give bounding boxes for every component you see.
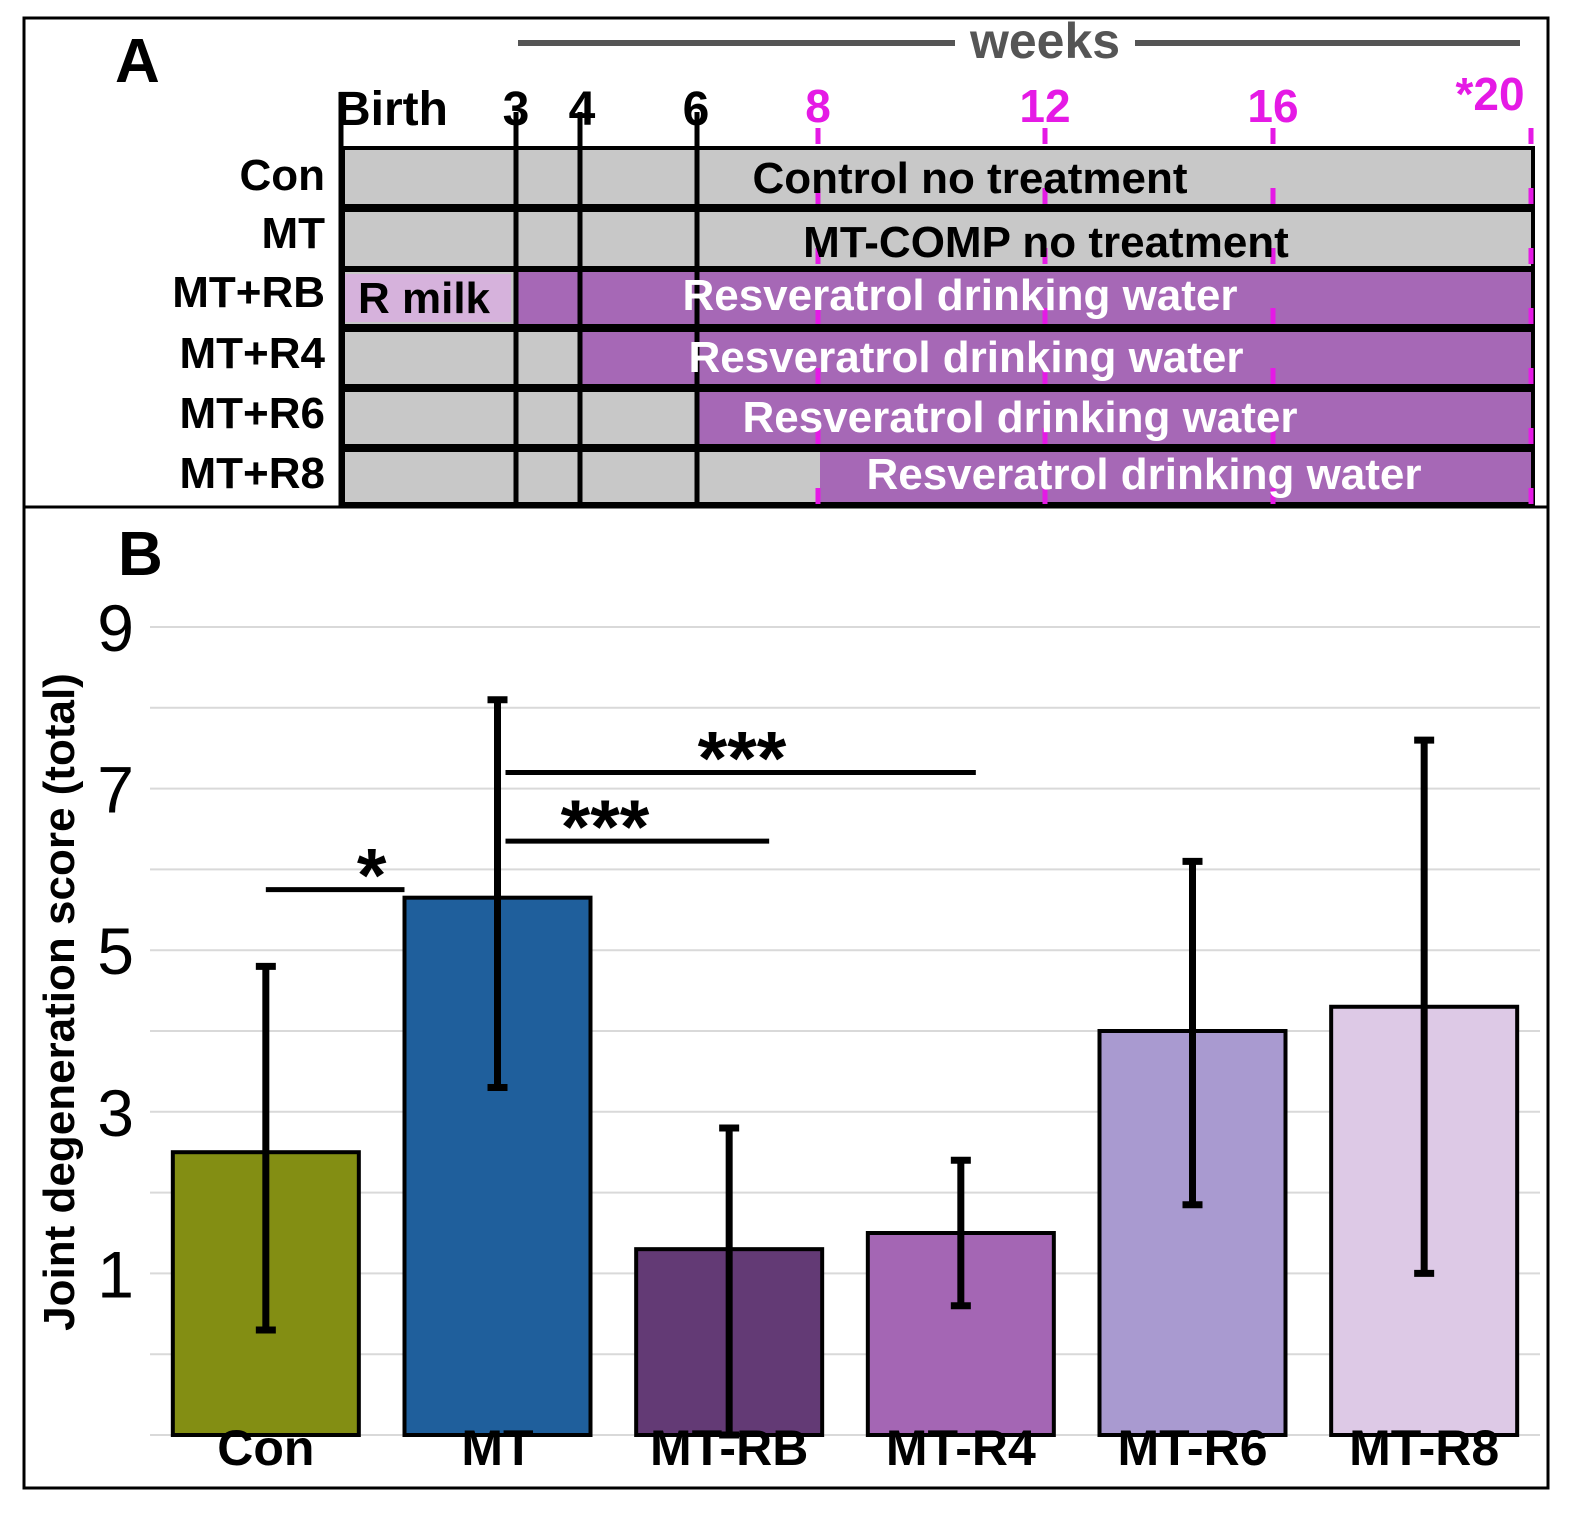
milk-text-mtrb: R milk	[358, 274, 491, 323]
y-tick-label: 5	[97, 914, 134, 988]
x-tick-label: MT-R8	[1349, 1420, 1499, 1476]
x-tick-label: MT-R6	[1118, 1420, 1268, 1476]
y-tick-label: 3	[97, 1076, 134, 1150]
significance-label: *	[357, 834, 387, 919]
y-tick-labels: 1 3 5 7 9	[97, 591, 134, 1311]
x-tick-label: MT-RB	[650, 1420, 808, 1476]
panel-b-chart: B Joint degeneration score (total) 1 3 5 7 9…	[35, 520, 1540, 1476]
x-tick-labels: Con MT MT-RB MT-R4 MT-R6 MT-R8	[217, 1420, 1499, 1476]
error-bars	[255, 696, 1435, 1439]
row-name-con: Con	[239, 151, 325, 200]
significance-markers: *******	[265, 716, 976, 919]
time-label-birth: Birth	[336, 83, 448, 136]
weeks-label: weeks	[969, 13, 1120, 69]
y-tick-label: 9	[97, 591, 134, 665]
bar-text-mt: MT-COMP no treatment	[803, 218, 1289, 267]
x-tick-label: Con	[217, 1420, 314, 1476]
row-mtr4-purple	[582, 332, 1531, 384]
row-name-mtr4: MT+R4	[180, 329, 326, 378]
bar-text-mtr6: Resveratrol drinking water	[742, 393, 1297, 442]
bar-text-mtr4: Resveratrol drinking water	[688, 333, 1243, 382]
row-name-mtr6: MT+R6	[180, 389, 325, 438]
row-mtr8-purple	[820, 452, 1531, 502]
timeline-rows	[341, 146, 1535, 506]
row-mtr6-purple	[698, 392, 1531, 444]
panel-a-timeline: A weeks Birth 3 4 6 8 12 16 *20	[115, 13, 1535, 506]
x-tick-label: MT-R4	[886, 1420, 1036, 1476]
bar-text-mtr8: Resveratrol drinking water	[866, 450, 1421, 499]
row-mtrb-milk	[345, 274, 511, 322]
row-name-mtr8: MT+R8	[180, 449, 325, 498]
y-tick-label: 7	[97, 753, 134, 827]
significance-label: ***	[561, 785, 650, 870]
gridlines	[150, 626, 1540, 1436]
row-mtrb-purple	[515, 272, 1531, 324]
row-name-mt: MT	[261, 209, 325, 258]
significance-label: ***	[698, 716, 787, 801]
figure-frame	[22, 16, 1550, 1490]
time-label-8: 8	[805, 80, 831, 132]
panel-a-label: A	[115, 27, 160, 96]
y-tick-label: 1	[97, 1237, 134, 1311]
bar-text-con: Control no treatment	[752, 154, 1187, 203]
panel-b-label: B	[118, 520, 163, 589]
row-name-mtrb: MT+RB	[172, 268, 325, 317]
bar-text-mtrb: Resveratrol drinking water	[682, 271, 1237, 320]
time-label-16: 16	[1247, 80, 1298, 132]
y-axis-label: Joint degeneration score (total)	[35, 673, 84, 1331]
x-tick-label: MT	[461, 1420, 533, 1476]
time-label-12: 12	[1019, 80, 1070, 132]
time-label-20: *20	[1455, 68, 1524, 120]
